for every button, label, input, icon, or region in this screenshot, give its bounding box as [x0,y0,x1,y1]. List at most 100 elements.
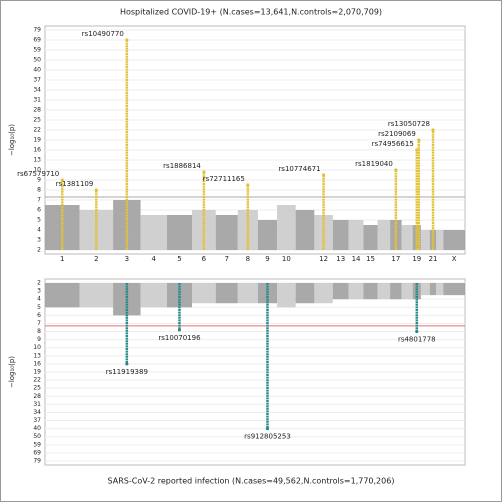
background-points [429,230,437,250]
x-tick-label: 4 [152,255,157,263]
hit-peak [415,329,419,334]
y-tick-label: 37 [33,417,41,424]
y-tick-label: 7 [37,197,41,204]
y-tick-label: 25 [33,117,41,124]
background-points [215,283,238,304]
hit-peak [60,178,64,182]
y-tick-label: 10 [33,344,41,351]
background-points [332,283,349,300]
hit-peak [394,168,398,172]
y-tick-label: 31 [33,401,41,408]
y-tick-label: 28 [33,393,41,400]
background-points [277,205,296,250]
x-tick-label: 10 [282,255,291,263]
y-tick-label: 2 [37,280,41,287]
background-points [363,283,378,300]
y-tick-label: 16 [33,147,41,154]
hit-peak [177,328,182,332]
x-tick-label: 17 [391,255,400,263]
x-tick-label: 5 [177,255,181,263]
y-tick-label: 19 [33,369,41,376]
y-tick-label: 28 [33,107,41,114]
top-title: Hospitalized COVID-19+ (N.cases=13,641,N… [120,8,382,17]
hit-label: rs10070196 [158,334,201,342]
x-tick-label: 8 [246,255,250,263]
background-points [429,283,437,296]
background-points [257,220,278,250]
y-tick-label: 8 [37,328,41,335]
y-tick-label: 9 [37,336,41,343]
x-tick-label: 7 [225,255,229,263]
x-tick-label: 1 [60,255,64,263]
hit-peak [431,128,435,132]
y-tick-label: 6 [37,312,41,319]
y-tick-label: 34 [33,409,41,416]
hit-label: rs74956615 [372,140,414,148]
background-points [237,283,258,304]
y-tick-label: 7 [37,320,41,327]
hit-label: rs72711165 [203,175,245,183]
y-tick-label: 4 [37,227,41,234]
bottom-y-label: −log₁₀(p) [8,356,16,388]
background-points [420,230,430,250]
background-points [377,283,391,300]
hit-label: rs11919389 [106,368,148,376]
x-tick-label: 14 [352,255,361,263]
y-tick-label: 22 [33,127,41,134]
background-points [215,215,238,250]
background-points [295,210,315,250]
hit-peak [94,188,98,192]
background-points [332,220,349,250]
y-tick-label: 22 [33,377,41,384]
hit-label: rs912805253 [244,433,291,441]
y-tick-label: 69 [33,449,41,456]
x-tick-label: 12 [319,255,328,263]
y-tick-label: 34 [33,87,41,94]
y-tick-label: 50 [33,433,41,440]
y-tick-label: 59 [33,441,41,448]
background-points [277,283,296,308]
background-points [192,283,216,304]
background-points [443,283,465,296]
hit-label: rs10490770 [82,30,124,38]
top-y-label: −log₁₀(p) [8,124,16,156]
y-tick-label: 5 [37,217,41,224]
hit-label: rs10774671 [278,165,320,173]
background-points [401,283,413,300]
y-tick-label: 8 [37,187,41,194]
y-tick-label: 16 [33,360,41,367]
hit-label: rs4801778 [398,336,436,344]
background-points [436,283,444,296]
background-points [295,283,315,304]
y-tick-label: 3 [37,237,41,244]
x-tick-label: 3 [125,255,129,263]
background-points [140,215,167,250]
x-tick-label: 13 [336,255,345,263]
bottom-title: SARS-CoV-2 reported infection (N.cases=4… [108,477,395,486]
hit-peak [125,38,129,42]
y-tick-label: 40 [33,67,41,74]
hit-peak [246,183,250,187]
y-tick-label: 69 [33,37,41,44]
background-points [401,225,413,250]
background-points [140,283,167,308]
x-tick-label: X [452,255,457,263]
background-points [377,220,391,250]
hit-peak [125,362,129,366]
x-tick-label: 6 [202,255,207,263]
y-tick-label: 79 [33,458,41,465]
y-tick-label: 5 [37,304,41,311]
x-tick-label: 2 [94,255,98,263]
hit-peak [265,427,270,431]
hit-peak [321,173,326,177]
y-tick-label: 59 [33,47,41,54]
background-points [436,230,444,250]
y-tick-label: 25 [33,385,41,392]
hit-peak [202,170,206,174]
hit-label: rs1381109 [56,180,94,188]
y-tick-label: 13 [33,352,41,359]
x-tick-label: 15 [366,255,375,263]
hit-label: rs13050728 [388,120,430,128]
hit-label: rs2109069 [378,130,416,138]
y-tick-label: 13 [33,157,41,164]
